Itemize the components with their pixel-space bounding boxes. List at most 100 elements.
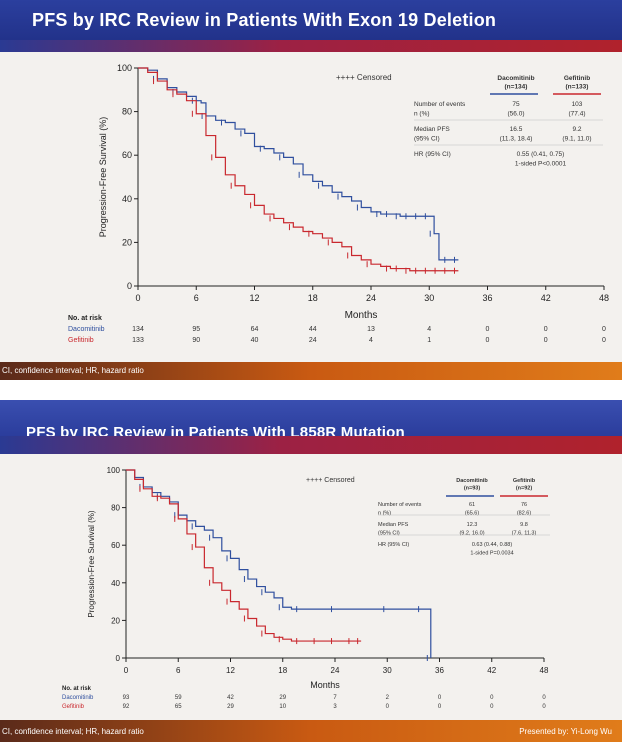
stats-value: 12.3 (9.2, 16.0) xyxy=(459,522,484,537)
at-risk-count: 42 xyxy=(227,695,234,701)
at-risk-count: 0 xyxy=(438,704,442,710)
at-risk-count: 24 xyxy=(309,337,317,344)
stats-column-header: Dacomitinib (n=93) xyxy=(456,478,488,492)
at-risk-count: 95 xyxy=(192,326,200,333)
x-axis-title: Months xyxy=(345,310,378,321)
at-risk-count: 1 xyxy=(427,337,431,344)
at-risk-count: 92 xyxy=(123,704,130,710)
at-risk-count: 10 xyxy=(279,704,286,710)
at-risk-count: 29 xyxy=(227,704,234,710)
at-risk-count: 93 xyxy=(123,695,130,701)
at-risk-label: No. at risk xyxy=(68,315,102,322)
at-risk-count: 134 xyxy=(132,326,144,333)
at-risk-count: 0 xyxy=(490,695,494,701)
x-tick-label: 18 xyxy=(278,666,287,675)
at-risk-count: 3 xyxy=(333,704,337,710)
at-risk-count: 0 xyxy=(602,326,606,333)
at-risk-count: 40 xyxy=(251,337,259,344)
footer-note: CI, confidence interval; HR, hazard rati… xyxy=(2,366,144,375)
stats-value: 9.8 (7.6, 11.3) xyxy=(512,522,537,537)
at-risk-count: 7 xyxy=(333,695,337,701)
stats-value-hr: 0.63 (0.44, 0.88) 1-sided P=0.0034 xyxy=(470,542,513,557)
x-tick-label: 48 xyxy=(599,293,609,303)
x-tick-label: 6 xyxy=(194,293,199,303)
x-tick-label: 42 xyxy=(541,293,551,303)
y-tick-label: 100 xyxy=(117,63,132,73)
x-tick-label: 12 xyxy=(226,666,235,675)
y-tick-label: 80 xyxy=(122,107,132,117)
at-risk-count: 0 xyxy=(386,704,390,710)
y-axis-title: Progression-Free Survival (%) xyxy=(98,117,108,238)
footer: CI, confidence interval; HR, hazard rati… xyxy=(0,362,622,380)
at-risk-count: 0 xyxy=(490,704,494,710)
y-tick-label: 20 xyxy=(122,237,132,247)
at-risk-count: 0 xyxy=(486,326,490,333)
at-risk-count: 0 xyxy=(544,337,548,344)
at-risk-count: 59 xyxy=(175,695,182,701)
stats-value: 61 (65.6) xyxy=(465,502,480,517)
title-bar: PFS by IRC Review in Patients With Exon … xyxy=(0,0,622,40)
km-curve-dacomitinib xyxy=(126,469,432,658)
x-tick-label: 24 xyxy=(331,666,340,675)
stats-row-label: Number of events n (%) xyxy=(414,101,466,118)
stats-column-header: Gefitinib (n=92) xyxy=(513,478,536,492)
at-risk-count: 4 xyxy=(369,337,373,344)
y-tick-label: 60 xyxy=(111,541,120,550)
at-risk-count: 2 xyxy=(386,695,390,701)
stats-row-label: HR (95% CI) xyxy=(378,542,409,548)
at-risk-count: 0 xyxy=(542,695,546,701)
x-tick-label: 12 xyxy=(249,293,259,303)
x-tick-label: 0 xyxy=(124,666,129,675)
x-tick-label: 48 xyxy=(540,666,549,675)
slide-l858r: PFS by IRC Review in Patients With L858R… xyxy=(0,400,622,742)
at-risk-count: 0 xyxy=(542,704,546,710)
decorative-band xyxy=(0,436,622,454)
x-tick-label: 42 xyxy=(487,666,496,675)
at-risk-row-name: Dacomitinib xyxy=(68,326,105,333)
stats-row-label: HR (95% CI) xyxy=(414,151,451,158)
at-risk-count: 64 xyxy=(251,326,259,333)
stats-column-header: Dacomitinib (n=134) xyxy=(497,75,534,91)
stats-value: 75 (56.0) xyxy=(508,101,525,118)
stats-value: 76 (82.6) xyxy=(517,502,532,517)
x-tick-label: 36 xyxy=(482,293,492,303)
at-risk-count: 0 xyxy=(602,337,606,344)
x-tick-label: 30 xyxy=(383,666,392,675)
legend-censored: ++++ Censored xyxy=(336,73,392,82)
at-risk-count: 29 xyxy=(279,695,286,701)
y-tick-label: 80 xyxy=(111,504,120,513)
stats-value: 103 (77.4) xyxy=(569,101,586,118)
x-tick-label: 18 xyxy=(308,293,318,303)
stats-value: 9.2 (9.1, 11.0) xyxy=(562,126,591,143)
x-tick-label: 0 xyxy=(135,293,140,303)
stats-row-label: Number of events n (%) xyxy=(378,502,422,517)
footer: CI, confidence interval; HR, hazard rati… xyxy=(0,720,622,742)
y-tick-label: 0 xyxy=(127,281,132,291)
stats-column-header: Gefitinib (n=133) xyxy=(564,75,590,91)
at-risk-count: 13 xyxy=(367,326,375,333)
legend-censored: ++++ Censored xyxy=(306,477,355,484)
km-curve-gefitinib xyxy=(138,67,459,272)
at-risk-row-name: Gefitinib xyxy=(62,704,85,710)
y-tick-label: 60 xyxy=(122,150,132,160)
at-risk-count: 0 xyxy=(438,695,442,701)
at-risk-label: No. at risk xyxy=(62,686,92,692)
x-tick-label: 30 xyxy=(424,293,434,303)
y-tick-label: 0 xyxy=(116,654,121,663)
y-tick-label: 20 xyxy=(111,616,120,625)
x-axis-title: Months xyxy=(310,680,340,690)
decorative-band xyxy=(0,40,622,52)
at-risk-count: 0 xyxy=(486,337,490,344)
x-tick-label: 24 xyxy=(366,293,376,303)
at-risk-row-name: Gefitinib xyxy=(68,337,94,344)
stats-row-label: Median PFS (95% CI) xyxy=(414,126,450,143)
at-risk-count: 0 xyxy=(544,326,548,333)
km-curve-dacomitinib xyxy=(138,67,459,261)
at-risk-count: 4 xyxy=(427,326,431,333)
x-tick-label: 36 xyxy=(435,666,444,675)
y-tick-label: 100 xyxy=(107,466,121,475)
at-risk-count: 90 xyxy=(192,337,200,344)
stats-value: 16.5 (11.3, 18.4) xyxy=(500,126,533,143)
